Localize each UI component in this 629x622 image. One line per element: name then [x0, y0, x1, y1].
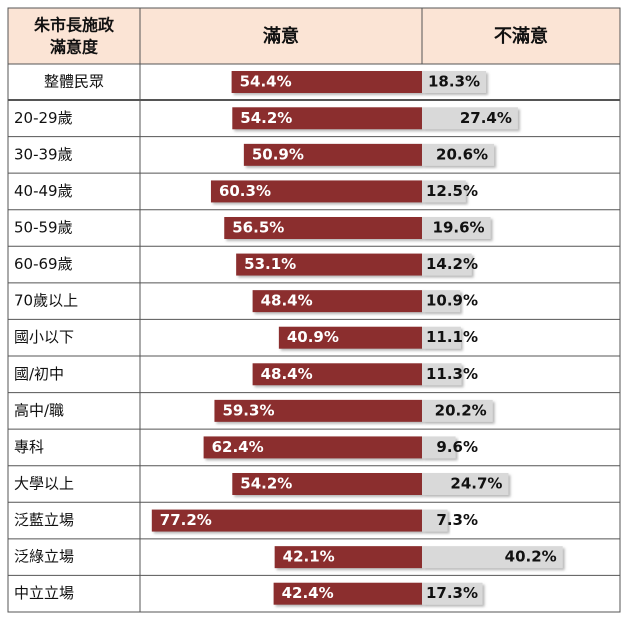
- value-label: 27.4%: [460, 109, 512, 127]
- bar: [274, 546, 422, 569]
- bar: [224, 217, 422, 239]
- value-label: 56.5%: [232, 219, 284, 237]
- bar: [422, 582, 483, 605]
- bar: [243, 143, 422, 166]
- bar: [273, 582, 422, 605]
- bar: [252, 363, 422, 386]
- value-label: 11.3%: [426, 365, 478, 383]
- bar: [422, 217, 491, 239]
- bar: [278, 326, 422, 349]
- value-label: 11.1%: [426, 328, 478, 346]
- value-label: 59.3%: [222, 401, 274, 419]
- row-label: 整體民眾: [44, 73, 104, 91]
- value-label: 12.5%: [426, 182, 478, 200]
- value-label: 40.2%: [505, 548, 557, 566]
- value-label: 54.4%: [240, 73, 292, 91]
- bar: [422, 473, 509, 495]
- column-header: 不滿意: [494, 25, 548, 47]
- value-label: 48.4%: [261, 292, 313, 310]
- row-label: 中立立場: [14, 584, 74, 602]
- bar: [422, 107, 518, 130]
- value-label: 19.6%: [433, 219, 485, 237]
- value-label: 42.4%: [282, 584, 334, 602]
- bar: [252, 290, 422, 313]
- corner-header: 滿意度: [50, 38, 99, 57]
- bar: [422, 363, 462, 386]
- value-label: 48.4%: [261, 365, 313, 383]
- row-label: 泛綠立場: [14, 548, 74, 566]
- value-label: 42.1%: [283, 548, 335, 566]
- row-label: 20-29歲: [14, 109, 73, 127]
- bar: [151, 509, 423, 532]
- row-label: 高中/職: [14, 401, 64, 419]
- header-bg: [8, 8, 620, 64]
- row-label: 國/初中: [14, 365, 64, 383]
- value-label: 77.2%: [160, 511, 212, 529]
- bar: [422, 180, 466, 203]
- value-label: 20.2%: [435, 401, 487, 419]
- corner-header: 朱市長施政: [34, 16, 115, 35]
- bar: [422, 290, 461, 313]
- value-label: 17.3%: [426, 584, 478, 602]
- table-border: [7, 7, 621, 613]
- bar: [422, 326, 461, 349]
- value-label: 18.3%: [428, 73, 480, 91]
- bar: [231, 71, 422, 93]
- value-label: 54.2%: [240, 475, 292, 493]
- row-label: 國小以下: [14, 328, 74, 346]
- bar: [422, 509, 448, 532]
- bar: [210, 180, 422, 203]
- row-label: 40-49歲: [14, 182, 73, 200]
- value-label: 54.2%: [240, 109, 292, 127]
- bar: [422, 436, 456, 459]
- value-label: 20.6%: [436, 145, 488, 163]
- bar: [214, 399, 422, 422]
- bar: [232, 473, 422, 495]
- bar: [422, 253, 472, 276]
- bar: [203, 436, 422, 459]
- bar: [422, 143, 495, 166]
- value-label: 53.1%: [244, 255, 296, 273]
- bar: [232, 107, 422, 130]
- row-label: 大學以上: [14, 475, 74, 493]
- row-label: 60-69歲: [14, 255, 73, 273]
- value-label: 40.9%: [287, 328, 339, 346]
- row-label: 70歲以上: [14, 292, 78, 310]
- bar: [236, 253, 422, 276]
- row-label: 30-39歲: [14, 145, 73, 163]
- value-label: 60.3%: [219, 182, 271, 200]
- column-header: 滿意: [263, 25, 299, 47]
- bar: [422, 546, 563, 569]
- row-label: 專科: [14, 438, 44, 456]
- row-label: 50-59歲: [14, 219, 73, 237]
- value-label: 7.3%: [436, 511, 478, 529]
- value-label: 50.9%: [252, 145, 304, 163]
- value-label: 10.9%: [426, 292, 478, 310]
- row-label: 泛藍立場: [14, 511, 74, 529]
- value-label: 9.6%: [436, 438, 478, 456]
- value-label: 24.7%: [450, 475, 502, 493]
- bar: [422, 399, 493, 422]
- value-label: 62.4%: [212, 438, 264, 456]
- value-label: 14.2%: [426, 255, 478, 273]
- bar: [422, 71, 487, 93]
